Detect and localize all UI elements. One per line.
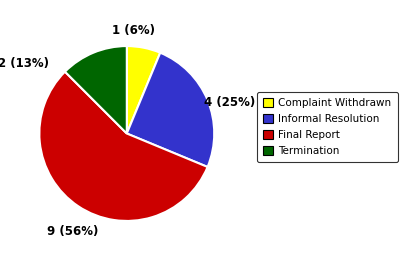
Text: 9 (56%): 9 (56%) [47, 225, 98, 238]
Wedge shape [65, 46, 127, 134]
Text: 4 (25%): 4 (25%) [204, 96, 256, 109]
Wedge shape [127, 46, 160, 134]
Wedge shape [39, 72, 208, 221]
Text: 2 (13%): 2 (13%) [0, 57, 49, 70]
Legend: Complaint Withdrawn, Informal Resolution, Final Report, Termination: Complaint Withdrawn, Informal Resolution… [256, 92, 398, 162]
Text: 1 (6%): 1 (6%) [112, 24, 155, 37]
Wedge shape [127, 53, 214, 167]
